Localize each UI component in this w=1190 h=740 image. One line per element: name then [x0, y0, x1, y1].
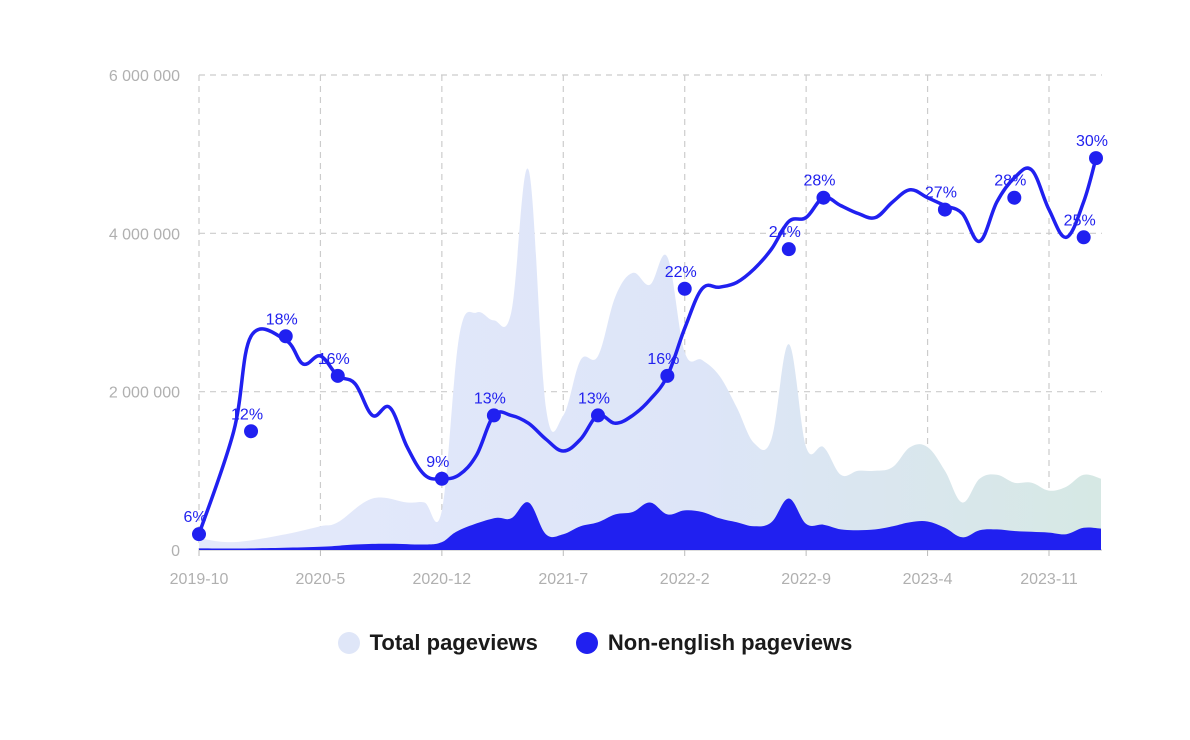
share-point-marker — [677, 281, 692, 296]
y-tick-label: 4 000 000 — [109, 226, 180, 243]
share-point-marker — [590, 408, 605, 423]
non-english-share-line — [197, 157, 1098, 535]
legend-item-non-english-pageviews[interactable]: Non-english pageviews — [575, 630, 853, 656]
y-tick-label: 2 000 000 — [109, 385, 180, 402]
share-point-marker — [937, 202, 952, 217]
pageviews-chart: 6% 12% 18% 16% 9% 13% 13% 16% 22% 24% 28% 27% 28% 25%… — [109, 68, 1108, 588]
x-tick-label: 2020-12 — [412, 571, 471, 588]
share-percent-label: 16% — [318, 351, 350, 368]
share-point-marker — [486, 408, 501, 423]
share-point-marker — [1076, 230, 1091, 245]
share-percent-label: 6% — [183, 509, 206, 526]
x-tick-label: 2019-10 — [170, 571, 229, 588]
share-percent-label: 22% — [665, 264, 697, 281]
share-point-marker — [192, 527, 206, 542]
x-tick-label: 2022-9 — [781, 571, 831, 588]
share-point-marker — [434, 471, 449, 486]
legend: Total pageviews Non-english pageviews — [0, 630, 1190, 656]
share-point-marker — [1007, 190, 1022, 205]
share-percent-label: 18% — [266, 311, 298, 328]
share-point-marker — [278, 329, 293, 344]
non-english-pageviews-area — [199, 498, 1101, 550]
x-tick-label: 2021-7 — [538, 571, 588, 588]
share-point-marker — [330, 368, 345, 383]
x-tick-label: 2023-4 — [903, 571, 953, 588]
total-pageviews-area-shape — [199, 168, 1101, 550]
total-pageviews-area — [199, 168, 1101, 550]
share-percent-label: 16% — [647, 351, 679, 368]
y-tick-label: 6 000 000 — [109, 68, 180, 85]
legend-label-total: Total pageviews — [369, 630, 538, 655]
x-tick-label: 2020-5 — [296, 571, 346, 588]
axis-tick-labels: 0 2 000 000 4 000 000 6 000 000 2019-10 2020-… — [109, 68, 1078, 588]
x-tick-label: 2022-2 — [660, 571, 710, 588]
share-point-marker — [660, 368, 675, 383]
share-percent-label: 9% — [426, 454, 449, 471]
share-percent-label: 27% — [925, 185, 957, 202]
share-percent-label: 12% — [231, 406, 263, 423]
legend-label-non-english: Non-english pageviews — [607, 630, 853, 655]
share-point-marker — [244, 424, 259, 439]
share-percent-label: 28% — [994, 173, 1026, 190]
share-point-marker — [1089, 151, 1103, 166]
share-point-marker — [816, 190, 831, 205]
x-tick-label: 2023-11 — [1020, 571, 1078, 588]
share-percent-label: 28% — [803, 173, 835, 190]
share-percent-label: 30% — [1076, 133, 1108, 150]
non-english-pageviews-area-shape — [199, 498, 1101, 550]
share-percent-label: 25% — [1064, 212, 1096, 229]
y-tick-label: 0 — [171, 543, 180, 560]
non-english-pageviews-swatch — [575, 632, 598, 654]
share-point-marker — [781, 242, 796, 257]
share-percent-label: 13% — [578, 390, 610, 407]
share-percent-label: 13% — [474, 390, 506, 407]
legend-item-total-pageviews[interactable]: Total pageviews — [337, 630, 538, 656]
share-line-path — [197, 157, 1098, 535]
share-percent-label: 24% — [769, 224, 801, 241]
share-point-markers: 6% 12% 18% 16% 9% 13% 13% 16% 22% 24% 28% 27% 28% 25%… — [183, 133, 1108, 542]
total-pageviews-swatch — [337, 632, 360, 654]
